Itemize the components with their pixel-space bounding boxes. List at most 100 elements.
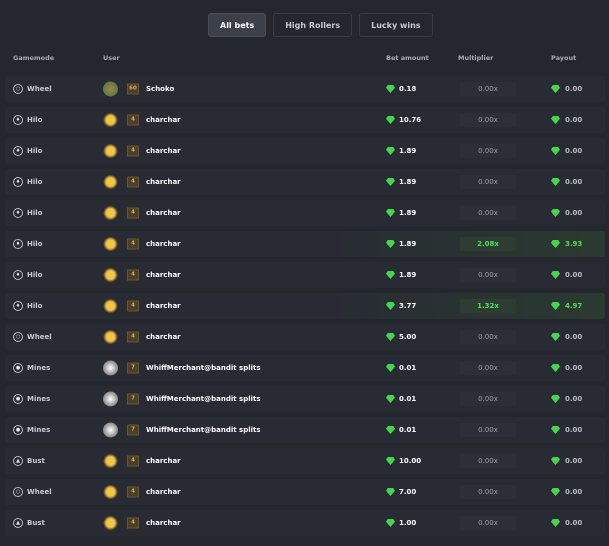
level-badge: 4 xyxy=(127,145,139,157)
gem-icon xyxy=(386,519,395,527)
avatar[interactable] xyxy=(103,267,118,283)
table-row[interactable]: ♦ Hilo 4 charchar 1.89 0.00x 0.00 xyxy=(5,262,605,288)
level-badge: 4 xyxy=(127,238,139,250)
username[interactable]: WhiffMerchant@bandit splits xyxy=(146,426,261,434)
bet-amount: 3.77 xyxy=(399,302,417,310)
avatar[interactable] xyxy=(103,484,118,500)
username[interactable]: charchar xyxy=(146,178,181,186)
tab-all-bets[interactable]: All bets xyxy=(208,13,267,37)
avatar[interactable] xyxy=(103,143,118,159)
hilo-icon: ♦ xyxy=(13,177,23,187)
multiplier: 0.00x xyxy=(460,82,516,96)
avatar[interactable] xyxy=(103,391,118,407)
payout: 0.00 xyxy=(565,519,583,527)
bet-amount: 1.89 xyxy=(399,147,417,155)
payout: 0.00 xyxy=(565,457,583,465)
gamemode: Hilo xyxy=(27,116,43,124)
multiplier: 0.00x xyxy=(460,454,516,468)
bet-amount: 0.01 xyxy=(399,364,417,372)
username[interactable]: charchar xyxy=(146,488,181,496)
payout: 0.00 xyxy=(565,426,583,434)
table-row[interactable]: ▲ Bust 4 charchar 10.00 0.00x 0.00 xyxy=(5,448,605,474)
col-multiplier: Multiplier xyxy=(458,54,494,62)
gem-icon xyxy=(551,426,560,434)
gem-icon xyxy=(551,457,560,465)
username[interactable]: charchar xyxy=(146,271,181,279)
table-row[interactable]: ○ Wheel 4 charchar 5.00 0.00x 0.00 xyxy=(5,324,605,350)
bet-amount: 5.00 xyxy=(399,333,417,341)
level-badge: 4 xyxy=(127,455,139,467)
avatar[interactable] xyxy=(103,360,118,376)
payout: 0.00 xyxy=(565,147,583,155)
username[interactable]: charchar xyxy=(146,147,181,155)
table-row[interactable]: ● Mines 7 WhiffMerchant@bandit splits 0.… xyxy=(5,355,605,381)
table-row[interactable]: ▲ Bust 4 charchar 1.00 0.00x 0.00 xyxy=(5,510,605,536)
avatar[interactable] xyxy=(103,81,118,97)
username[interactable]: charchar xyxy=(146,457,181,465)
level-badge: 4 xyxy=(127,207,139,219)
table-row[interactable]: ♦ Hilo 4 charchar 3.77 1.32x 4.97 xyxy=(5,293,605,319)
gem-icon xyxy=(386,302,395,310)
username[interactable]: charchar xyxy=(146,240,181,248)
username[interactable]: charchar xyxy=(146,333,181,341)
avatar[interactable] xyxy=(103,205,118,221)
gem-icon xyxy=(551,147,560,155)
avatar[interactable] xyxy=(103,453,118,469)
bet-amount: 1.89 xyxy=(399,240,417,248)
gem-icon xyxy=(551,302,560,310)
gamemode: Hilo xyxy=(27,302,43,310)
wheel-icon: ○ xyxy=(13,487,23,497)
gamemode: Mines xyxy=(27,395,51,403)
table-row[interactable]: ♦ Hilo 4 charchar 1.89 0.00x 0.00 xyxy=(5,200,605,226)
multiplier: 0.00x xyxy=(460,330,516,344)
gem-icon xyxy=(551,116,560,124)
gem-icon xyxy=(551,271,560,279)
table-row[interactable]: ♦ Hilo 4 charchar 1.89 0.00x 0.00 xyxy=(5,169,605,195)
username[interactable]: Schoko xyxy=(146,85,175,93)
avatar[interactable] xyxy=(103,515,118,531)
gem-icon xyxy=(386,240,395,248)
payout: 0.00 xyxy=(565,85,583,93)
payout: 0.00 xyxy=(565,209,583,217)
gamemode: Hilo xyxy=(27,240,43,248)
table-row[interactable]: ♦ Hilo 4 charchar 1.89 0.00x 0.00 xyxy=(5,138,605,164)
avatar[interactable] xyxy=(103,236,118,252)
multiplier: 2.08x xyxy=(460,237,516,251)
gamemode: Wheel xyxy=(27,333,52,341)
level-badge: 4 xyxy=(127,486,139,498)
bust-icon: ▲ xyxy=(13,518,23,528)
username[interactable]: charchar xyxy=(146,116,181,124)
username[interactable]: charchar xyxy=(146,519,181,527)
username[interactable]: charchar xyxy=(146,209,181,217)
hilo-icon: ♦ xyxy=(13,146,23,156)
avatar[interactable] xyxy=(103,112,118,128)
table-row[interactable]: ♦ Hilo 4 charchar 1.89 2.08x 3.93 xyxy=(5,231,605,257)
gem-icon xyxy=(551,178,560,186)
table-row[interactable]: ♦ Hilo 4 charchar 10.76 0.00x 0.00 xyxy=(5,107,605,133)
table-row[interactable]: ● Mines 7 WhiffMerchant@bandit splits 0.… xyxy=(5,386,605,412)
payout: 4.97 xyxy=(565,302,583,310)
avatar[interactable] xyxy=(103,174,118,190)
avatar[interactable] xyxy=(103,298,118,314)
gem-icon xyxy=(386,364,395,372)
username[interactable]: WhiffMerchant@bandit splits xyxy=(146,395,261,403)
payout: 3.93 xyxy=(565,240,583,248)
table-row[interactable]: ○ Wheel 60 Schoko 0.18 0.00x 0.00 xyxy=(5,76,605,102)
gamemode: Mines xyxy=(27,364,51,372)
gamemode: Wheel xyxy=(27,85,52,93)
gem-icon xyxy=(551,333,560,341)
bet-amount: 0.01 xyxy=(399,426,417,434)
table-row[interactable]: ○ Wheel 4 charchar 7.00 0.00x 0.00 xyxy=(5,479,605,505)
username[interactable]: WhiffMerchant@bandit splits xyxy=(146,364,261,372)
tab-lucky-wins[interactable]: Lucky wins xyxy=(359,13,433,37)
gem-icon xyxy=(386,271,395,279)
tab-high-rollers[interactable]: High Rollers xyxy=(273,13,353,37)
gem-icon xyxy=(386,395,395,403)
hilo-icon: ♦ xyxy=(13,301,23,311)
payout: 0.00 xyxy=(565,116,583,124)
table-row[interactable]: ● Mines 7 WhiffMerchant@bandit splits 0.… xyxy=(5,417,605,443)
avatar[interactable] xyxy=(103,329,118,345)
avatar[interactable] xyxy=(103,422,118,438)
gem-icon xyxy=(551,488,560,496)
username[interactable]: charchar xyxy=(146,302,181,310)
